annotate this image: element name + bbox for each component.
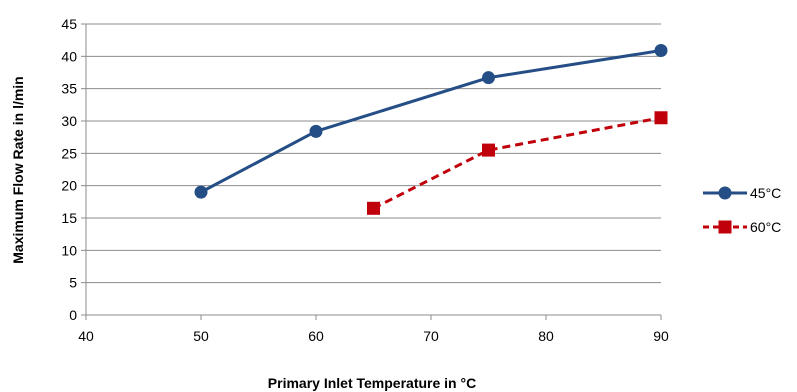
legend: 45°C 60°C xyxy=(703,185,781,235)
x-tick-label: 50 xyxy=(193,328,209,344)
y-tick-label: 30 xyxy=(61,113,77,129)
x-tick-label: 40 xyxy=(78,328,94,344)
y-tick-label: 35 xyxy=(61,81,77,97)
y-tick-label: 0 xyxy=(69,307,77,323)
legend-marker xyxy=(718,186,732,200)
axes xyxy=(81,23,662,320)
legend-marker xyxy=(718,220,732,234)
data-point xyxy=(654,111,668,125)
data-point xyxy=(194,185,208,199)
y-tick-labels: 0 5 10 15 20 25 30 35 40 45 xyxy=(61,16,77,323)
x-tick-label: 80 xyxy=(538,328,554,344)
y-tick-label: 25 xyxy=(61,145,77,161)
data-point xyxy=(482,71,495,85)
x-axis-title: Primary Inlet Temperature in °C xyxy=(268,375,476,391)
y-tick-label: 20 xyxy=(61,178,77,194)
gridlines xyxy=(86,23,661,284)
data-point xyxy=(367,201,380,215)
x-tick-labels: 40 50 60 70 80 90 xyxy=(78,328,669,344)
series-group xyxy=(194,44,668,215)
x-tick-label: 60 xyxy=(308,328,324,344)
data-point xyxy=(309,124,323,138)
y-tick-label: 45 xyxy=(61,16,77,32)
y-tick-label: 5 xyxy=(69,275,77,291)
data-point xyxy=(654,44,668,58)
y-axis-title: Maximum Flow Rate in l/min xyxy=(10,76,26,263)
data-point xyxy=(482,143,495,157)
x-tick-label: 70 xyxy=(423,328,439,344)
series-line-2 xyxy=(372,116,662,210)
series-line-1 xyxy=(200,49,662,194)
legend-label: 60°C xyxy=(750,219,781,235)
y-tick-label: 15 xyxy=(61,210,77,226)
y-tick-label: 40 xyxy=(61,48,77,64)
legend-label: 45°C xyxy=(750,185,781,201)
y-tick-label: 10 xyxy=(61,242,77,258)
x-tick-label: 90 xyxy=(653,328,669,344)
